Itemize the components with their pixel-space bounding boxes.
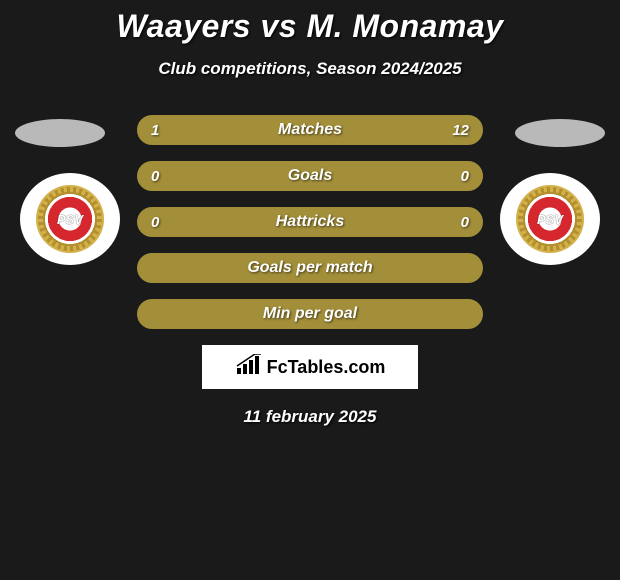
club-abbr-right: PSV [537, 212, 563, 227]
bar-value-right: 0 [449, 209, 481, 235]
bar-value-left: 0 [139, 209, 171, 235]
bar-label: Goals [139, 163, 481, 189]
comparison-widget: Waayers vs M. Monamay Club competitions,… [0, 0, 620, 427]
club-crest-right: PSV [516, 185, 584, 253]
bar-label: Hattricks [139, 209, 481, 235]
stat-bar-row: Min per goal [137, 299, 483, 329]
player-oval-right [515, 119, 605, 147]
date-text: 11 february 2025 [0, 407, 620, 427]
bar-label: Min per goal [139, 301, 481, 327]
bar-label: Matches [139, 117, 481, 143]
club-badge-right: PSV [500, 173, 600, 265]
brand-text: FcTables.com [267, 357, 386, 378]
player-oval-left [15, 119, 105, 147]
brand-box[interactable]: FcTables.com [202, 345, 418, 389]
subtitle: Club competitions, Season 2024/2025 [0, 59, 620, 79]
bar-label: Goals per match [139, 255, 481, 281]
stat-bars: Matches112Goals00Hattricks00Goals per ma… [137, 115, 483, 329]
stat-bar-row: Goals0 0 [137, 161, 483, 191]
bar-value-right: 12 [440, 117, 481, 143]
brand-chart-icon [235, 354, 263, 381]
main-area: PSV PSV Matches112Goals00Hattricks00Goal… [0, 115, 620, 427]
club-crest-left: PSV [36, 185, 104, 253]
bar-value-left: 1 [139, 117, 171, 143]
stat-bar-row: Hattricks0 0 [137, 207, 483, 237]
bar-value-left: 0 [139, 163, 171, 189]
bar-value-right: 0 [449, 163, 481, 189]
stat-bar-row: Goals per match [137, 253, 483, 283]
club-abbr-left: PSV [57, 212, 83, 227]
page-title: Waayers vs M. Monamay [0, 8, 620, 45]
club-badge-left: PSV [20, 173, 120, 265]
stat-bar-row: Matches1 12 [137, 115, 483, 145]
